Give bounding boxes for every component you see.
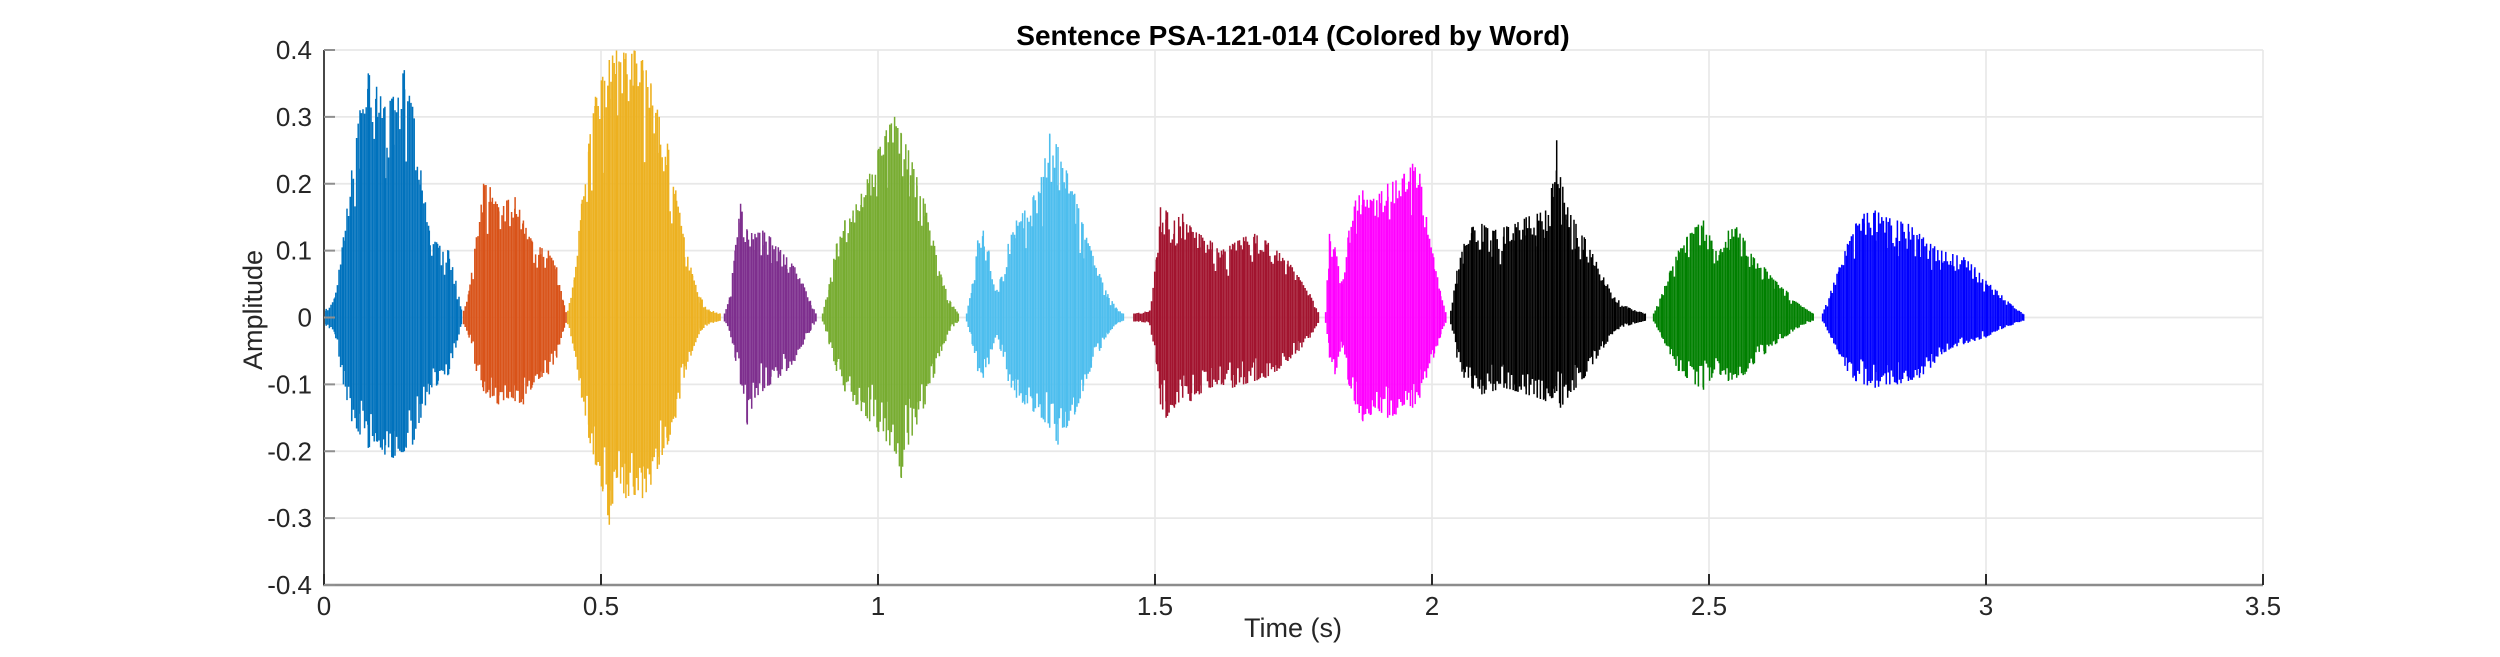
waveform-segments xyxy=(323,50,2025,525)
x-axis-label: Time (s) xyxy=(1244,613,1342,643)
y-tick-label: -0.3 xyxy=(267,503,312,533)
waveform-word-3 xyxy=(567,50,721,525)
x-tick-label: 3 xyxy=(1979,591,1993,621)
y-axis-label: Amplitude xyxy=(238,250,268,370)
waveform-word-1 xyxy=(323,70,463,458)
x-tick-label: 1 xyxy=(871,591,885,621)
x-tick-label: 0 xyxy=(317,591,331,621)
y-tick-label: -0.2 xyxy=(267,436,312,466)
y-tick-label: 0.1 xyxy=(276,236,312,266)
waveform-word-4 xyxy=(723,203,817,425)
x-tick-label: 2 xyxy=(1425,591,1439,621)
y-tick-label: 0.2 xyxy=(276,169,312,199)
x-tick-label: 1.5 xyxy=(1137,591,1173,621)
axis-spines-and-ticks xyxy=(323,49,2264,587)
chart-title: Sentence PSA-121-014 (Colored by Word) xyxy=(1016,20,1569,51)
y-tick-label: 0 xyxy=(298,303,312,333)
waveform-word-5 xyxy=(821,116,960,478)
tick-labels: 0 0.5 1 1.5 2 2.5 3 3.5 -0.4 -0.3 -0.2 -0.1 0 0.1 0.2 0… xyxy=(267,35,2281,621)
waveform-word-8 xyxy=(1324,163,1447,422)
y-tick-label: 0.3 xyxy=(276,102,312,132)
waveform-word-2 xyxy=(462,183,567,405)
y-tick-label: -0.4 xyxy=(267,570,312,600)
waveform-word-6 xyxy=(965,133,1125,445)
waveform-word-9 xyxy=(1450,140,1647,408)
y-tick-label: 0.4 xyxy=(276,35,312,65)
x-tick-label: 0.5 xyxy=(583,591,619,621)
waveform-word-7 xyxy=(1133,207,1320,418)
waveform-word-10 xyxy=(1652,220,1814,390)
x-tick-label: 3.5 xyxy=(2245,591,2281,621)
waveform-word-11 xyxy=(1821,210,2025,388)
y-tick-label: -0.1 xyxy=(267,369,312,399)
x-tick-label: 2.5 xyxy=(1691,591,1727,621)
